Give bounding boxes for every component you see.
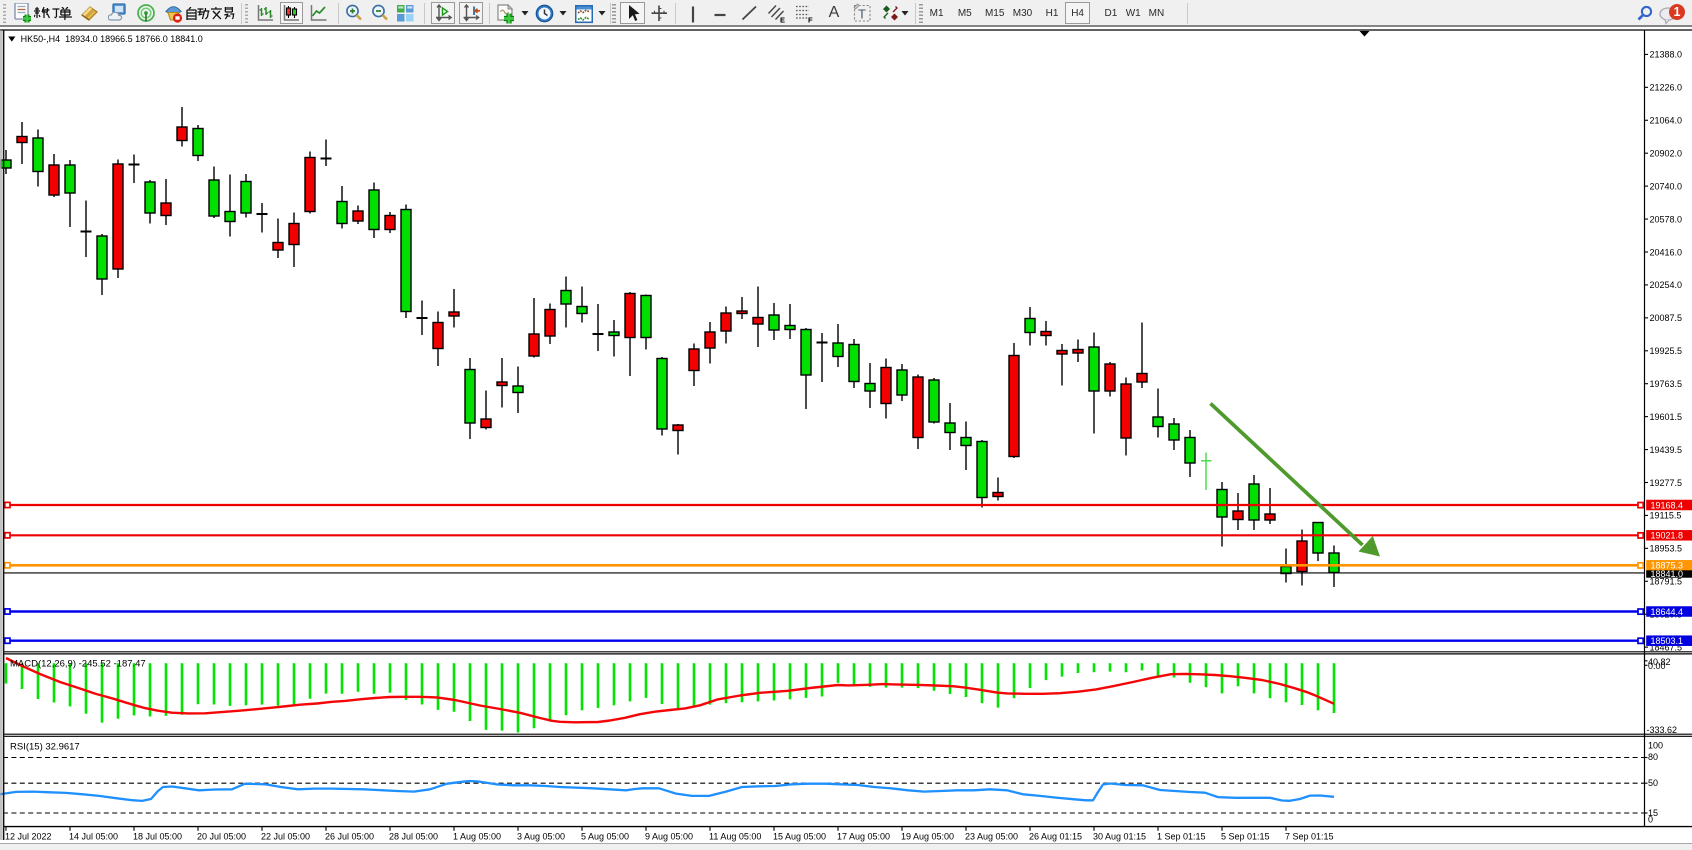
- svg-text:14 Jul 05:00: 14 Jul 05:00: [69, 832, 118, 842]
- svg-text:20087.5: 20087.5: [1650, 313, 1683, 323]
- svg-text:20902.0: 20902.0: [1650, 148, 1683, 158]
- svg-text:19277.5: 19277.5: [1650, 478, 1683, 488]
- svg-text:26 Aug 01:15: 26 Aug 01:15: [1029, 832, 1082, 842]
- svg-text:HK50-,H4 18934.0 18966.5 1876: HK50-,H4 18934.0 18966.5 18766.0 18841.0: [21, 34, 203, 44]
- svg-text:18791.5: 18791.5: [1650, 577, 1683, 587]
- svg-text:23 Aug 05:00: 23 Aug 05:00: [965, 832, 1018, 842]
- svg-text:20254.0: 20254.0: [1650, 280, 1683, 290]
- svg-text:18841.0: 18841.0: [1651, 569, 1684, 579]
- svg-text:1 Aug 05:00: 1 Aug 05:00: [453, 832, 501, 842]
- svg-text:15 Aug 05:00: 15 Aug 05:00: [773, 832, 826, 842]
- svg-text:18644.4: 18644.4: [1651, 607, 1684, 617]
- svg-text:E: E: [780, 16, 785, 24]
- svg-text:RSI(15) 32.9617: RSI(15) 32.9617: [10, 742, 80, 753]
- svg-text:19 Aug 05:00: 19 Aug 05:00: [901, 832, 954, 842]
- svg-text:5 Aug 05:00: 5 Aug 05:00: [581, 832, 629, 842]
- svg-text:18953.5: 18953.5: [1650, 544, 1683, 554]
- svg-text:19601.5: 19601.5: [1650, 412, 1683, 422]
- svg-text:0: 0: [1648, 815, 1653, 825]
- svg-text:20416.0: 20416.0: [1650, 247, 1683, 257]
- svg-text:50: 50: [1648, 778, 1658, 788]
- svg-text:19925.5: 19925.5: [1650, 346, 1683, 356]
- svg-text:18467.5: 18467.5: [1650, 642, 1683, 652]
- svg-text:18875.3: 18875.3: [1651, 561, 1684, 571]
- svg-text:3 Aug 05:00: 3 Aug 05:00: [517, 832, 565, 842]
- svg-text:12 Jul 2022: 12 Jul 2022: [5, 832, 52, 842]
- svg-text:7 Sep 01:15: 7 Sep 01:15: [1285, 832, 1334, 842]
- svg-text:5 Sep 01:15: 5 Sep 01:15: [1221, 832, 1270, 842]
- svg-text:F: F: [808, 16, 813, 24]
- svg-text:21388.0: 21388.0: [1650, 50, 1683, 60]
- svg-text:21226.0: 21226.0: [1650, 83, 1683, 93]
- svg-text:40.82: 40.82: [1648, 657, 1671, 667]
- svg-text:15: 15: [1648, 808, 1658, 818]
- svg-text:21064.0: 21064.0: [1650, 116, 1683, 126]
- svg-text:18 Jul 05:00: 18 Jul 05:00: [133, 832, 182, 842]
- svg-text:1 Sep 01:15: 1 Sep 01:15: [1157, 832, 1206, 842]
- svg-text:19439.5: 19439.5: [1650, 445, 1683, 455]
- svg-text:9 Aug 05:00: 9 Aug 05:00: [645, 832, 693, 842]
- svg-text:20578.0: 20578.0: [1650, 214, 1683, 224]
- svg-text:0.00: 0.00: [1648, 661, 1666, 671]
- svg-text:17 Aug 05:00: 17 Aug 05:00: [837, 832, 890, 842]
- svg-text:30 Aug 01:15: 30 Aug 01:15: [1093, 832, 1146, 842]
- svg-text:19115.5: 19115.5: [1650, 511, 1682, 521]
- svg-text:28 Jul 05:00: 28 Jul 05:00: [389, 832, 438, 842]
- svg-text:22 Jul 05:00: 22 Jul 05:00: [261, 832, 310, 842]
- svg-text:20 Jul 05:00: 20 Jul 05:00: [197, 832, 246, 842]
- svg-text:-333.62: -333.62: [1647, 725, 1678, 735]
- svg-text:19763.5: 19763.5: [1650, 379, 1683, 389]
- svg-text:100: 100: [1648, 741, 1663, 751]
- svg-text:80: 80: [1648, 752, 1658, 762]
- svg-text:18503.1: 18503.1: [1651, 636, 1684, 646]
- svg-text:MACD(12,26,9) -245.52 -187.47: MACD(12,26,9) -245.52 -187.47: [10, 658, 146, 669]
- svg-text:T: T: [858, 7, 866, 22]
- svg-text:19168.4: 19168.4: [1651, 500, 1684, 510]
- svg-text:20740.0: 20740.0: [1650, 181, 1683, 191]
- svg-text:26 Jul 05:00: 26 Jul 05:00: [325, 832, 374, 842]
- svg-text:19021.8: 19021.8: [1651, 531, 1684, 541]
- svg-text:11 Aug 05:00: 11 Aug 05:00: [709, 832, 761, 842]
